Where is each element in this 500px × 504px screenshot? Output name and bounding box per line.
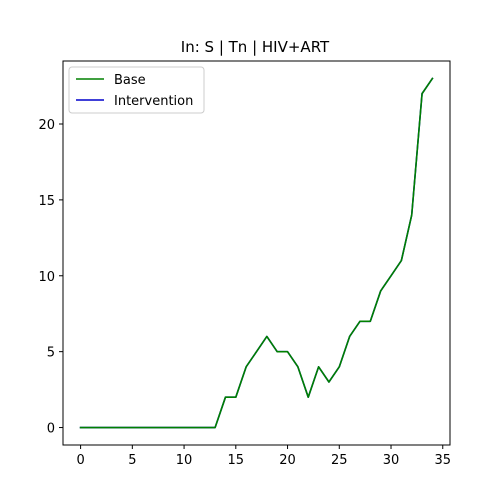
x-tick-label: 15 <box>228 453 245 468</box>
x-tick-label: 30 <box>383 453 400 468</box>
legend-label-intervention: Intervention <box>114 94 193 109</box>
y-tick-label: 20 <box>38 118 55 133</box>
y-tick-label: 0 <box>47 422 55 437</box>
x-tick-label: 10 <box>176 453 193 468</box>
y-tick-label: 5 <box>47 346 55 361</box>
x-tick-label: 35 <box>434 453 451 468</box>
y-tick-label: 10 <box>38 270 55 285</box>
x-tick-label: 20 <box>279 453 296 468</box>
legend-label-base: Base <box>114 73 146 88</box>
chart-title: In: S | Tn | HIV+ART <box>181 38 330 56</box>
series-line-base <box>79 77 434 429</box>
plot-area: 0 5 10 15 20 25 30 35 0 5 10 15 20 Base Intervention <box>38 60 451 468</box>
x-tick-label: 0 <box>76 453 84 468</box>
x-tick-label: 25 <box>331 453 348 468</box>
y-tick-label: 15 <box>38 194 55 209</box>
x-tick-label: 5 <box>128 453 136 468</box>
axes-frame <box>62 60 451 446</box>
